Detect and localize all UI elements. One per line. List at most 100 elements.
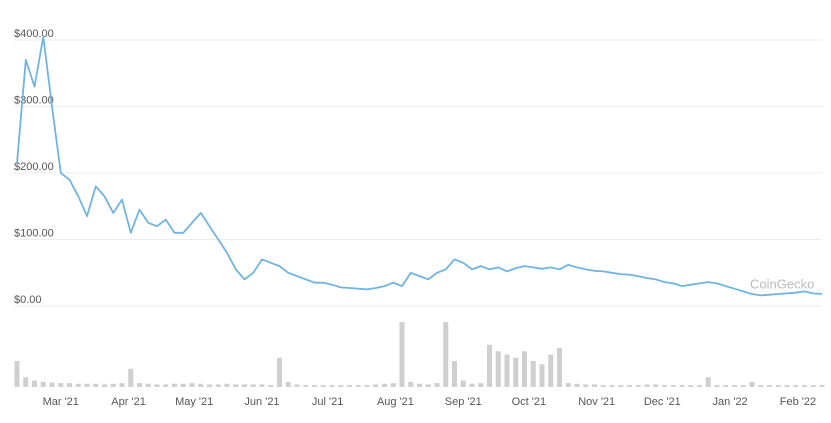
volume-bar	[775, 385, 781, 387]
x-tick-label: May '21	[175, 396, 213, 408]
watermark: CoinGecko	[750, 276, 814, 291]
volume-bar	[23, 377, 29, 387]
volume-bar	[32, 380, 37, 387]
volume-bar	[58, 383, 64, 387]
x-tick-label: Mar '21	[43, 396, 79, 408]
volume-bar	[758, 385, 764, 387]
volume-bar	[767, 385, 772, 387]
y-tick-label: $100.00	[14, 227, 54, 239]
volume-bar	[67, 383, 72, 387]
volume-bar	[469, 383, 475, 387]
plot: $0.00 $100.00 $200.00 $300.00 $400.00 Mar '21…	[14, 28, 825, 408]
volume-bar	[417, 383, 422, 387]
volume-bar	[355, 385, 361, 387]
volume-bar	[548, 354, 554, 387]
volume-bar	[215, 384, 221, 387]
y-tick-label: $400.00	[14, 28, 54, 40]
x-tick-label: Apr '21	[111, 396, 146, 408]
volume-bar	[653, 384, 659, 387]
volume-bar	[312, 385, 317, 387]
x-tick-label: Feb '22	[780, 396, 816, 408]
volume-bar	[688, 385, 694, 387]
volume-bar	[268, 385, 274, 387]
volume-bar	[364, 385, 370, 387]
volume-bar	[128, 368, 134, 387]
volume-bar	[557, 348, 562, 387]
volume-bar	[207, 384, 212, 387]
volume-bar	[172, 383, 177, 387]
volume-bar	[443, 322, 449, 387]
volume-bar	[592, 384, 597, 387]
volume-bar	[627, 385, 632, 387]
volume-bar	[163, 384, 169, 387]
volume-bar	[530, 361, 536, 387]
volume-bar	[250, 384, 256, 387]
volume-bar	[189, 383, 195, 387]
volume-bar	[714, 385, 720, 387]
y-tick-label: $300.00	[14, 94, 54, 106]
x-tick-label: Jun '21	[244, 396, 279, 408]
volume-bar	[408, 381, 414, 387]
volume-bar	[574, 383, 580, 387]
volume-bar	[600, 385, 606, 387]
volume-bar	[119, 383, 125, 387]
volume-bar	[539, 364, 545, 387]
volume-bar	[495, 351, 501, 387]
x-tick-label: Nov '21	[578, 396, 615, 408]
volume-bar	[233, 384, 239, 387]
x-tick-label: Jan '22	[713, 396, 748, 408]
x-tick-label: Dec '21	[644, 396, 681, 408]
volume-bar	[583, 384, 589, 387]
volume-bar	[303, 385, 309, 387]
volume-bar	[137, 383, 142, 387]
volume-bar	[478, 383, 484, 387]
y-tick-label: $0.00	[14, 294, 42, 306]
volume-bar	[740, 385, 746, 387]
volume-bar	[565, 383, 571, 387]
volume-bar	[452, 361, 457, 387]
volume-bar	[40, 381, 46, 387]
volume-bar	[84, 383, 90, 387]
volume-bar	[723, 385, 729, 387]
volume-bar	[49, 382, 55, 387]
volume-bar	[705, 377, 711, 387]
volume-bar	[259, 384, 265, 387]
volume-bar	[110, 383, 116, 387]
volume-bar	[635, 385, 641, 387]
volume-bar	[198, 383, 204, 387]
volume-bar	[609, 385, 615, 387]
volume-bar	[732, 385, 737, 387]
volume-bar	[382, 383, 387, 387]
x-tick-label: Jul '21	[312, 396, 343, 408]
volume-bar	[802, 385, 807, 387]
volume-bar	[224, 383, 230, 387]
volume-bar	[102, 384, 107, 387]
volume-bar	[93, 383, 99, 387]
volume-bar	[277, 357, 282, 387]
volume-bar	[75, 383, 81, 387]
volume-bar	[242, 384, 247, 387]
volume-bar	[373, 384, 379, 387]
volume-bar	[784, 385, 790, 387]
volume-bar	[513, 357, 519, 387]
volume-bar	[697, 385, 702, 387]
volume-bar	[14, 361, 20, 387]
volume-bar	[793, 385, 799, 387]
volume-bar	[644, 384, 650, 387]
volume-bar	[460, 380, 466, 387]
volume-bar	[679, 385, 685, 387]
volume-bar	[180, 383, 186, 387]
volume-bar	[329, 385, 335, 387]
price-line	[16, 35, 823, 297]
volume-bar	[294, 384, 300, 387]
volume-bar	[320, 385, 326, 387]
x-tick-label: Sep '21	[445, 396, 482, 408]
y-tick-label: $200.00	[14, 161, 54, 173]
volume-bar	[399, 322, 405, 387]
x-tick-label: Aug '21	[377, 396, 414, 408]
volume-bar	[434, 383, 440, 387]
volume-bar	[810, 385, 816, 387]
volume-bar	[425, 384, 431, 387]
volume-bar	[618, 385, 624, 387]
volume-bar	[819, 385, 825, 387]
